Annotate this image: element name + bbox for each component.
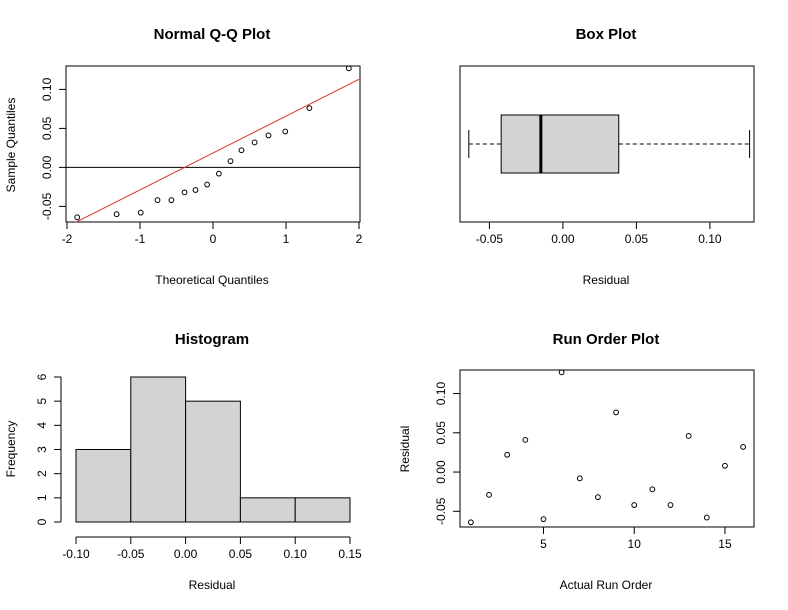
run-order-point	[685, 433, 692, 439]
run-order-point	[613, 409, 619, 416]
histogram-y-tick-label: 5	[35, 398, 49, 405]
histogram-y-tick-label: 4	[35, 422, 49, 429]
qq-plot-frame	[65, 65, 361, 223]
run-order-plot-ylabel: Residual	[398, 426, 412, 473]
qq-point	[204, 181, 211, 188]
run-order-point	[467, 519, 474, 526]
run-order-y-tick-label: -0.05	[434, 497, 448, 525]
run-order-point	[667, 502, 674, 508]
run-order-point	[486, 491, 492, 498]
qq-point	[181, 189, 188, 196]
run-order-x-tick-label: 15	[718, 537, 732, 551]
box-x-tick-label: 0.00	[551, 232, 575, 246]
run-order-x-tick-label: 5	[540, 537, 547, 551]
qq-point	[251, 139, 258, 146]
histogram-y-tick-label: 1	[35, 494, 49, 501]
histogram-y-tick-label: 6	[35, 373, 49, 380]
box-plot-panel: Box Plot Residual -0.05 0.00 0.05 0.10	[459, 26, 755, 287]
qq-plot-xlabel: Theoretical Quantiles	[155, 273, 268, 287]
qq-y-tick-label: 0.05	[40, 116, 54, 140]
qq-x-tick-label: 1	[283, 232, 290, 246]
qq-y-tick-label: 0.00	[40, 155, 54, 179]
run-order-point	[649, 486, 656, 493]
qq-plot-title: Normal Q-Q Plot	[154, 26, 271, 43]
qq-point	[238, 147, 245, 154]
histogram-bar	[130, 376, 187, 523]
run-order-point	[558, 369, 565, 376]
qq-point	[168, 197, 175, 204]
run-order-x-tick-label: 10	[628, 537, 642, 551]
histogram-y-tick-label: 0	[35, 518, 49, 525]
qq-point	[74, 214, 81, 221]
histogram-panel: Histogram Residual Frequency -0.10 -0.05 0…	[4, 331, 362, 592]
box-x-tick-label: 0.05	[625, 232, 649, 246]
run-order-y-tick-label: 0.10	[434, 382, 448, 406]
run-order-point	[522, 436, 529, 443]
qq-point	[154, 197, 161, 204]
qq-point	[345, 65, 352, 72]
qq-x-tick-label: 2	[356, 232, 363, 246]
histogram-x-tick-label: 0.05	[229, 547, 253, 561]
qq-point	[227, 158, 234, 165]
box-iqr-box	[500, 114, 620, 174]
box-x-tick-label: -0.05	[476, 232, 504, 246]
histogram-bar	[239, 497, 296, 523]
run-order-point	[576, 475, 583, 482]
run-order-y-tick-label: 0.05	[434, 421, 448, 445]
qq-point	[192, 187, 199, 193]
qq-reference-line	[75, 78, 360, 222]
box-x-tick-label: 0.10	[698, 232, 722, 246]
run-order-y-tick-label: 0.00	[434, 460, 448, 484]
qq-x-tick-label: 0	[210, 232, 217, 246]
run-order-point	[540, 516, 547, 523]
qq-plot-ylabel: Sample Quantiles	[4, 98, 18, 193]
histogram-x-tick-label: -0.10	[62, 547, 90, 561]
qq-x-tick-label: -1	[135, 232, 146, 246]
run-order-point	[595, 494, 601, 501]
histogram-bar	[185, 400, 241, 523]
box-plot-xlabel: Residual	[583, 273, 630, 287]
histogram-title: Histogram	[175, 331, 249, 348]
run-order-plot-xlabel: Actual Run Order	[560, 578, 653, 592]
histogram-y-tick-label: 2	[35, 470, 49, 477]
histogram-ylabel: Frequency	[4, 421, 18, 478]
qq-point	[215, 170, 222, 177]
qq-point	[282, 128, 289, 135]
histogram-x-tick-label: 0.10	[284, 547, 308, 561]
run-order-point	[722, 462, 728, 469]
histogram-x-tick-label: 0.00	[174, 547, 198, 561]
run-order-plot-title: Run Order Plot	[553, 331, 660, 348]
run-order-plot-frame	[459, 369, 755, 528]
qq-point	[137, 209, 144, 216]
qq-plot-panel: Normal Q-Q Plot Theoretical Quantiles Sa…	[4, 26, 363, 287]
histogram-xlabel: Residual	[189, 578, 236, 592]
histogram-x-tick-label: -0.05	[117, 547, 145, 561]
run-order-point	[740, 444, 747, 450]
histogram-bar	[75, 449, 132, 523]
box-plot-frame	[459, 65, 755, 223]
qq-y-tick-label: 0.10	[40, 77, 54, 101]
qq-y-tick-label: -0.05	[40, 192, 54, 220]
run-order-point	[703, 514, 710, 521]
run-order-point	[504, 451, 511, 458]
box-plot-title: Box Plot	[576, 26, 637, 43]
histogram-bar	[294, 497, 351, 523]
qq-point	[265, 132, 272, 139]
histogram-y-tick-label: 3	[35, 446, 49, 453]
run-order-point	[631, 502, 638, 508]
qq-x-tick-label: -2	[62, 232, 73, 246]
histogram-x-tick-label: 0.15	[338, 547, 362, 561]
qq-point	[306, 105, 313, 112]
qq-point	[113, 211, 120, 218]
run-order-plot-panel: Run Order Plot Actual Run Order Residual…	[398, 331, 755, 592]
